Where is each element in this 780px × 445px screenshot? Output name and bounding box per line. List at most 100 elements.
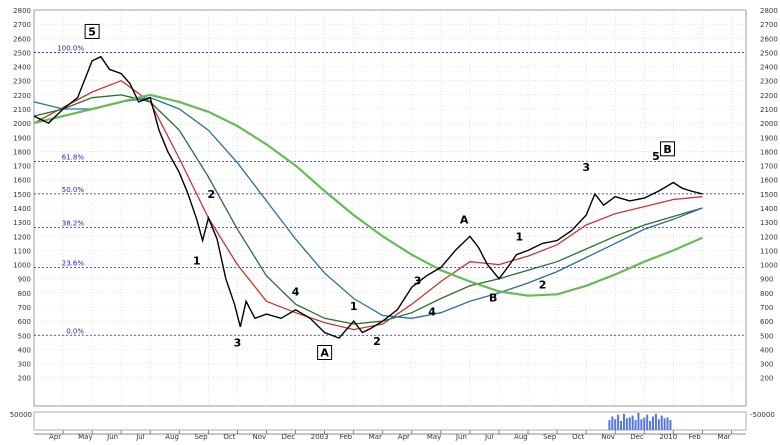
y-tick-label-left: 2800	[13, 7, 31, 15]
y-tick-label-left: 200	[18, 375, 31, 383]
y-tick-label-right: 2300	[760, 78, 778, 86]
x-tick-label: Jun	[455, 433, 467, 441]
x-tick-label: Sep	[194, 433, 208, 441]
wave-label: A	[460, 214, 469, 227]
x-tick-label: Sep	[543, 433, 557, 441]
y-tick-label-right: 1600	[760, 177, 778, 185]
wave-label-box	[660, 141, 676, 157]
x-tick-label: Oct	[572, 433, 584, 441]
x-tick-label: Apr	[398, 433, 410, 441]
volume-bar	[646, 414, 649, 430]
y-tick-label-right: 1100	[760, 247, 778, 255]
volume-bar	[669, 420, 672, 430]
y-tick-label-left: 2700	[13, 21, 31, 29]
volume-bar	[611, 416, 614, 430]
wave-label: 4	[428, 305, 436, 318]
wave-label-text: A	[460, 214, 469, 227]
moving-average-line	[33, 93, 703, 297]
wave-label: B	[660, 141, 676, 157]
volume-panel: 50000 -50000	[10, 411, 775, 431]
volume-bar	[620, 421, 623, 430]
wave-label-box	[317, 345, 333, 360]
y-tick-label-left: 2200	[13, 92, 31, 100]
y-tick-label-left: 1500	[13, 191, 31, 199]
wave-label: 2	[539, 279, 547, 292]
y-tick-label-right: 1700	[760, 163, 778, 171]
volume-bar	[614, 419, 617, 430]
y-tick-label-right: 2800	[760, 7, 778, 15]
y-tick-label-right: 500	[760, 332, 773, 340]
y-tick-label-right: 600	[760, 318, 773, 326]
wave-label: 5	[84, 23, 100, 39]
wave-label-text: B	[663, 143, 671, 156]
price-line	[33, 55, 703, 339]
wave-label-text: 1	[193, 255, 201, 268]
y-tick-label-left: 2100	[13, 106, 31, 114]
moving-average-line	[33, 94, 703, 325]
x-tick-label: Mar	[369, 433, 382, 441]
x-tick-label: Nov	[601, 433, 615, 441]
y-tick-label-right: 700	[760, 304, 773, 312]
wave-label-text: 2	[373, 335, 381, 348]
wave-label-text: 2	[207, 188, 215, 201]
wave-label-text: 2	[539, 279, 547, 292]
price-series	[33, 55, 703, 339]
y-tick-label-right: 2200	[760, 92, 778, 100]
x-tick-label: Dec	[282, 433, 296, 441]
volume-bar	[622, 413, 625, 430]
wave-label-text: A	[320, 347, 329, 360]
y-tick-label-right: 1800	[760, 148, 778, 156]
y-tick-label-right: 200	[760, 375, 773, 383]
wave-label: 5	[652, 150, 660, 163]
wave-label: 1	[193, 255, 201, 268]
volume-bar	[663, 418, 666, 430]
x-tick-label: 2003	[311, 433, 329, 441]
y-tick-label-left: 600	[18, 318, 31, 326]
fib-level-label: 50.0%	[62, 186, 85, 194]
y-tick-label-left: 1300	[13, 219, 31, 227]
x-tick-label: 2010	[659, 433, 677, 441]
y-tick-label-left: 1800	[13, 148, 31, 156]
y-tick-label-right: 300	[760, 361, 773, 369]
wave-label-text: 5	[88, 25, 96, 38]
gridlines	[33, 9, 747, 407]
volume-frame	[33, 411, 747, 431]
wave-label: 4	[292, 286, 300, 299]
x-tick-label: Oct	[223, 433, 235, 441]
volume-axis-label: 50000	[10, 411, 32, 419]
wave-label-box	[84, 23, 100, 39]
fib-level-label: 0.0%	[66, 327, 84, 335]
x-tick-label: May	[427, 433, 441, 441]
y-tick-label-left: 1600	[13, 177, 31, 185]
fib-level-label: 23.6%	[62, 259, 85, 267]
y-tick-label-right: 1900	[760, 134, 778, 142]
y-tick-label-right: 2100	[760, 106, 778, 114]
wave-label: 3	[414, 274, 422, 287]
volume-bar	[631, 415, 634, 430]
y-tick-label-left: 2400	[13, 64, 31, 72]
y-tick-label-right: 2600	[760, 35, 778, 43]
x-tick-label: Mar	[717, 433, 730, 441]
fib-level-label: 100.0%	[57, 44, 84, 52]
y-tick-label-left: 2500	[13, 49, 31, 57]
x-tick-label: Aug	[514, 433, 528, 441]
y-tick-label-left: 500	[18, 332, 31, 340]
wave-label-text: 4	[428, 305, 436, 318]
y-tick-label-right: 1400	[760, 205, 778, 213]
y-tick-label-right: 900	[760, 276, 773, 284]
volume-bar	[628, 417, 631, 430]
wave-label: 2	[207, 188, 215, 201]
y-tick-label-left: 1200	[13, 233, 31, 241]
wave-label-text: 1	[515, 231, 523, 244]
y-tick-label-left: 1000	[13, 262, 31, 270]
y-tick-label-right: 1500	[760, 191, 778, 199]
x-tick-label: Dec	[630, 433, 644, 441]
volume-bar	[634, 420, 637, 430]
y-tick-label-right: 800	[760, 290, 773, 298]
y-tick-label-right: 1300	[760, 219, 778, 227]
moving-average-line	[33, 97, 703, 319]
x-tick-label: Feb	[340, 433, 353, 441]
